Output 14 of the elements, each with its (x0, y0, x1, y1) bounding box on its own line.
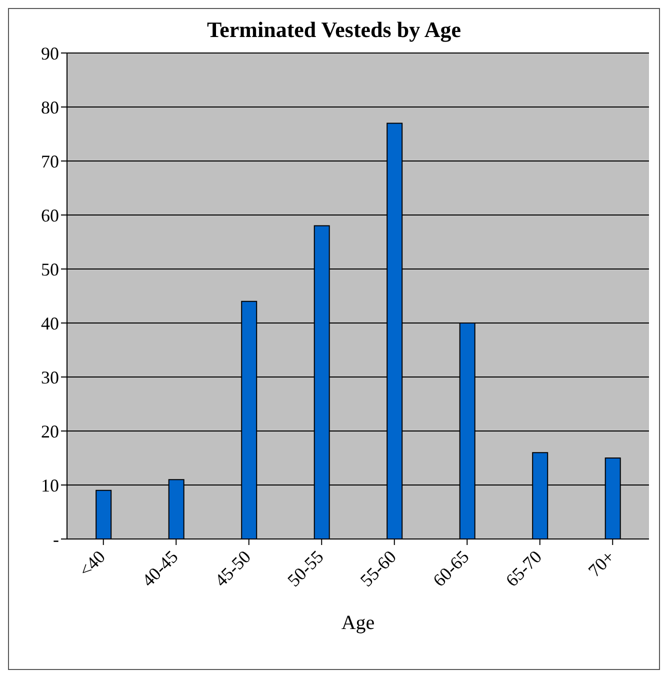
chart-title: Terminated Vesteds by Age (206, 17, 462, 43)
y-tick-label: 40 (41, 313, 59, 334)
x-tick-label: 70+ (584, 546, 618, 581)
x-tick-label: <40 (75, 546, 110, 581)
x-axis-title: Age (341, 612, 375, 634)
y-tick-label: 80 (41, 97, 59, 118)
y-tick-label: 50 (41, 259, 59, 280)
y-tick-label: 20 (41, 421, 59, 442)
y-tick-label: 10 (41, 475, 59, 496)
y-tick-label: 30 (41, 367, 59, 388)
y-tick-label: 60 (41, 205, 59, 226)
y-tick-label: 90 (41, 43, 59, 64)
y-tick-label: 70 (41, 151, 59, 172)
y-tick-label: - (53, 529, 59, 550)
